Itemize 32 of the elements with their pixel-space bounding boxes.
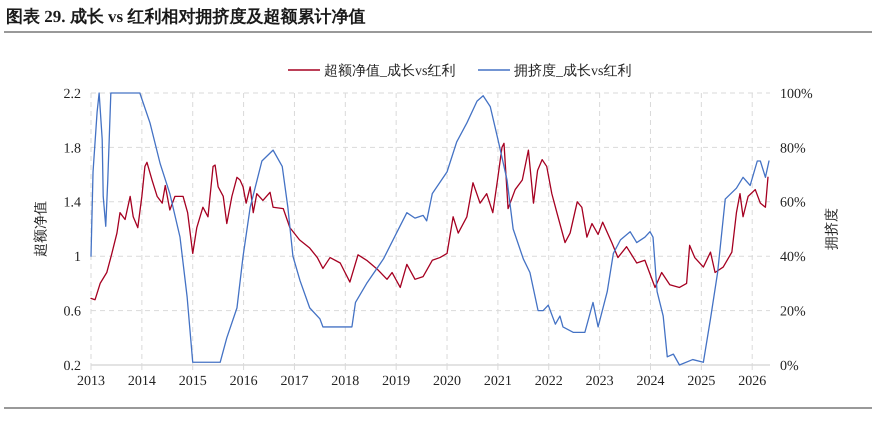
legend-label: 超额净值_成长vs红利 (324, 62, 456, 79)
line-series (90, 142, 769, 300)
y-tick-label: 1.8 (64, 141, 81, 156)
y2-tick-label: 60% (780, 196, 806, 211)
x-tick-label: 2024 (636, 374, 664, 389)
x-tick-label: 2015 (178, 374, 207, 389)
x-tick-label: 2014 (128, 374, 156, 389)
x-tick-label: 2019 (382, 374, 410, 389)
y-tick-label: 0.6 (64, 304, 81, 320)
y-tick-label: 1.4 (64, 196, 81, 211)
x-tick-label: 2026 (738, 374, 766, 389)
x-tick-label: 2013 (77, 374, 105, 389)
x-tick-label: 2020 (433, 374, 462, 389)
x-tick-label: 2025 (687, 374, 716, 389)
y2-tick-label: 80% (780, 141, 806, 156)
y-tick-label: 0.2 (64, 358, 81, 374)
y-tick-label: 1 (74, 250, 81, 266)
chart-title: 图表 29. 成长 vs 红利相对拥挤度及超额累计净值 (6, 7, 366, 26)
x-tick-label: 2016 (230, 374, 258, 389)
y2-tick-label: 20% (780, 304, 806, 320)
x-tick-label: 2018 (331, 374, 360, 389)
x-tick-label: 2021 (484, 374, 512, 389)
y2-tick-label: 0% (780, 358, 799, 374)
x-tick-label: 2023 (586, 374, 614, 389)
x-tick-label: 2022 (534, 374, 563, 389)
x-tick-label: 2017 (280, 374, 308, 389)
y2-axis-title: 拥挤度 (824, 208, 840, 250)
y2-tick-label: 100% (780, 86, 813, 102)
legend-label: 拥挤度_成长vs红利 (514, 62, 632, 79)
y2-tick-label: 40% (780, 250, 806, 266)
y-axis-title: 超额净值 (33, 201, 49, 257)
y-tick-label: 2.2 (64, 86, 81, 102)
